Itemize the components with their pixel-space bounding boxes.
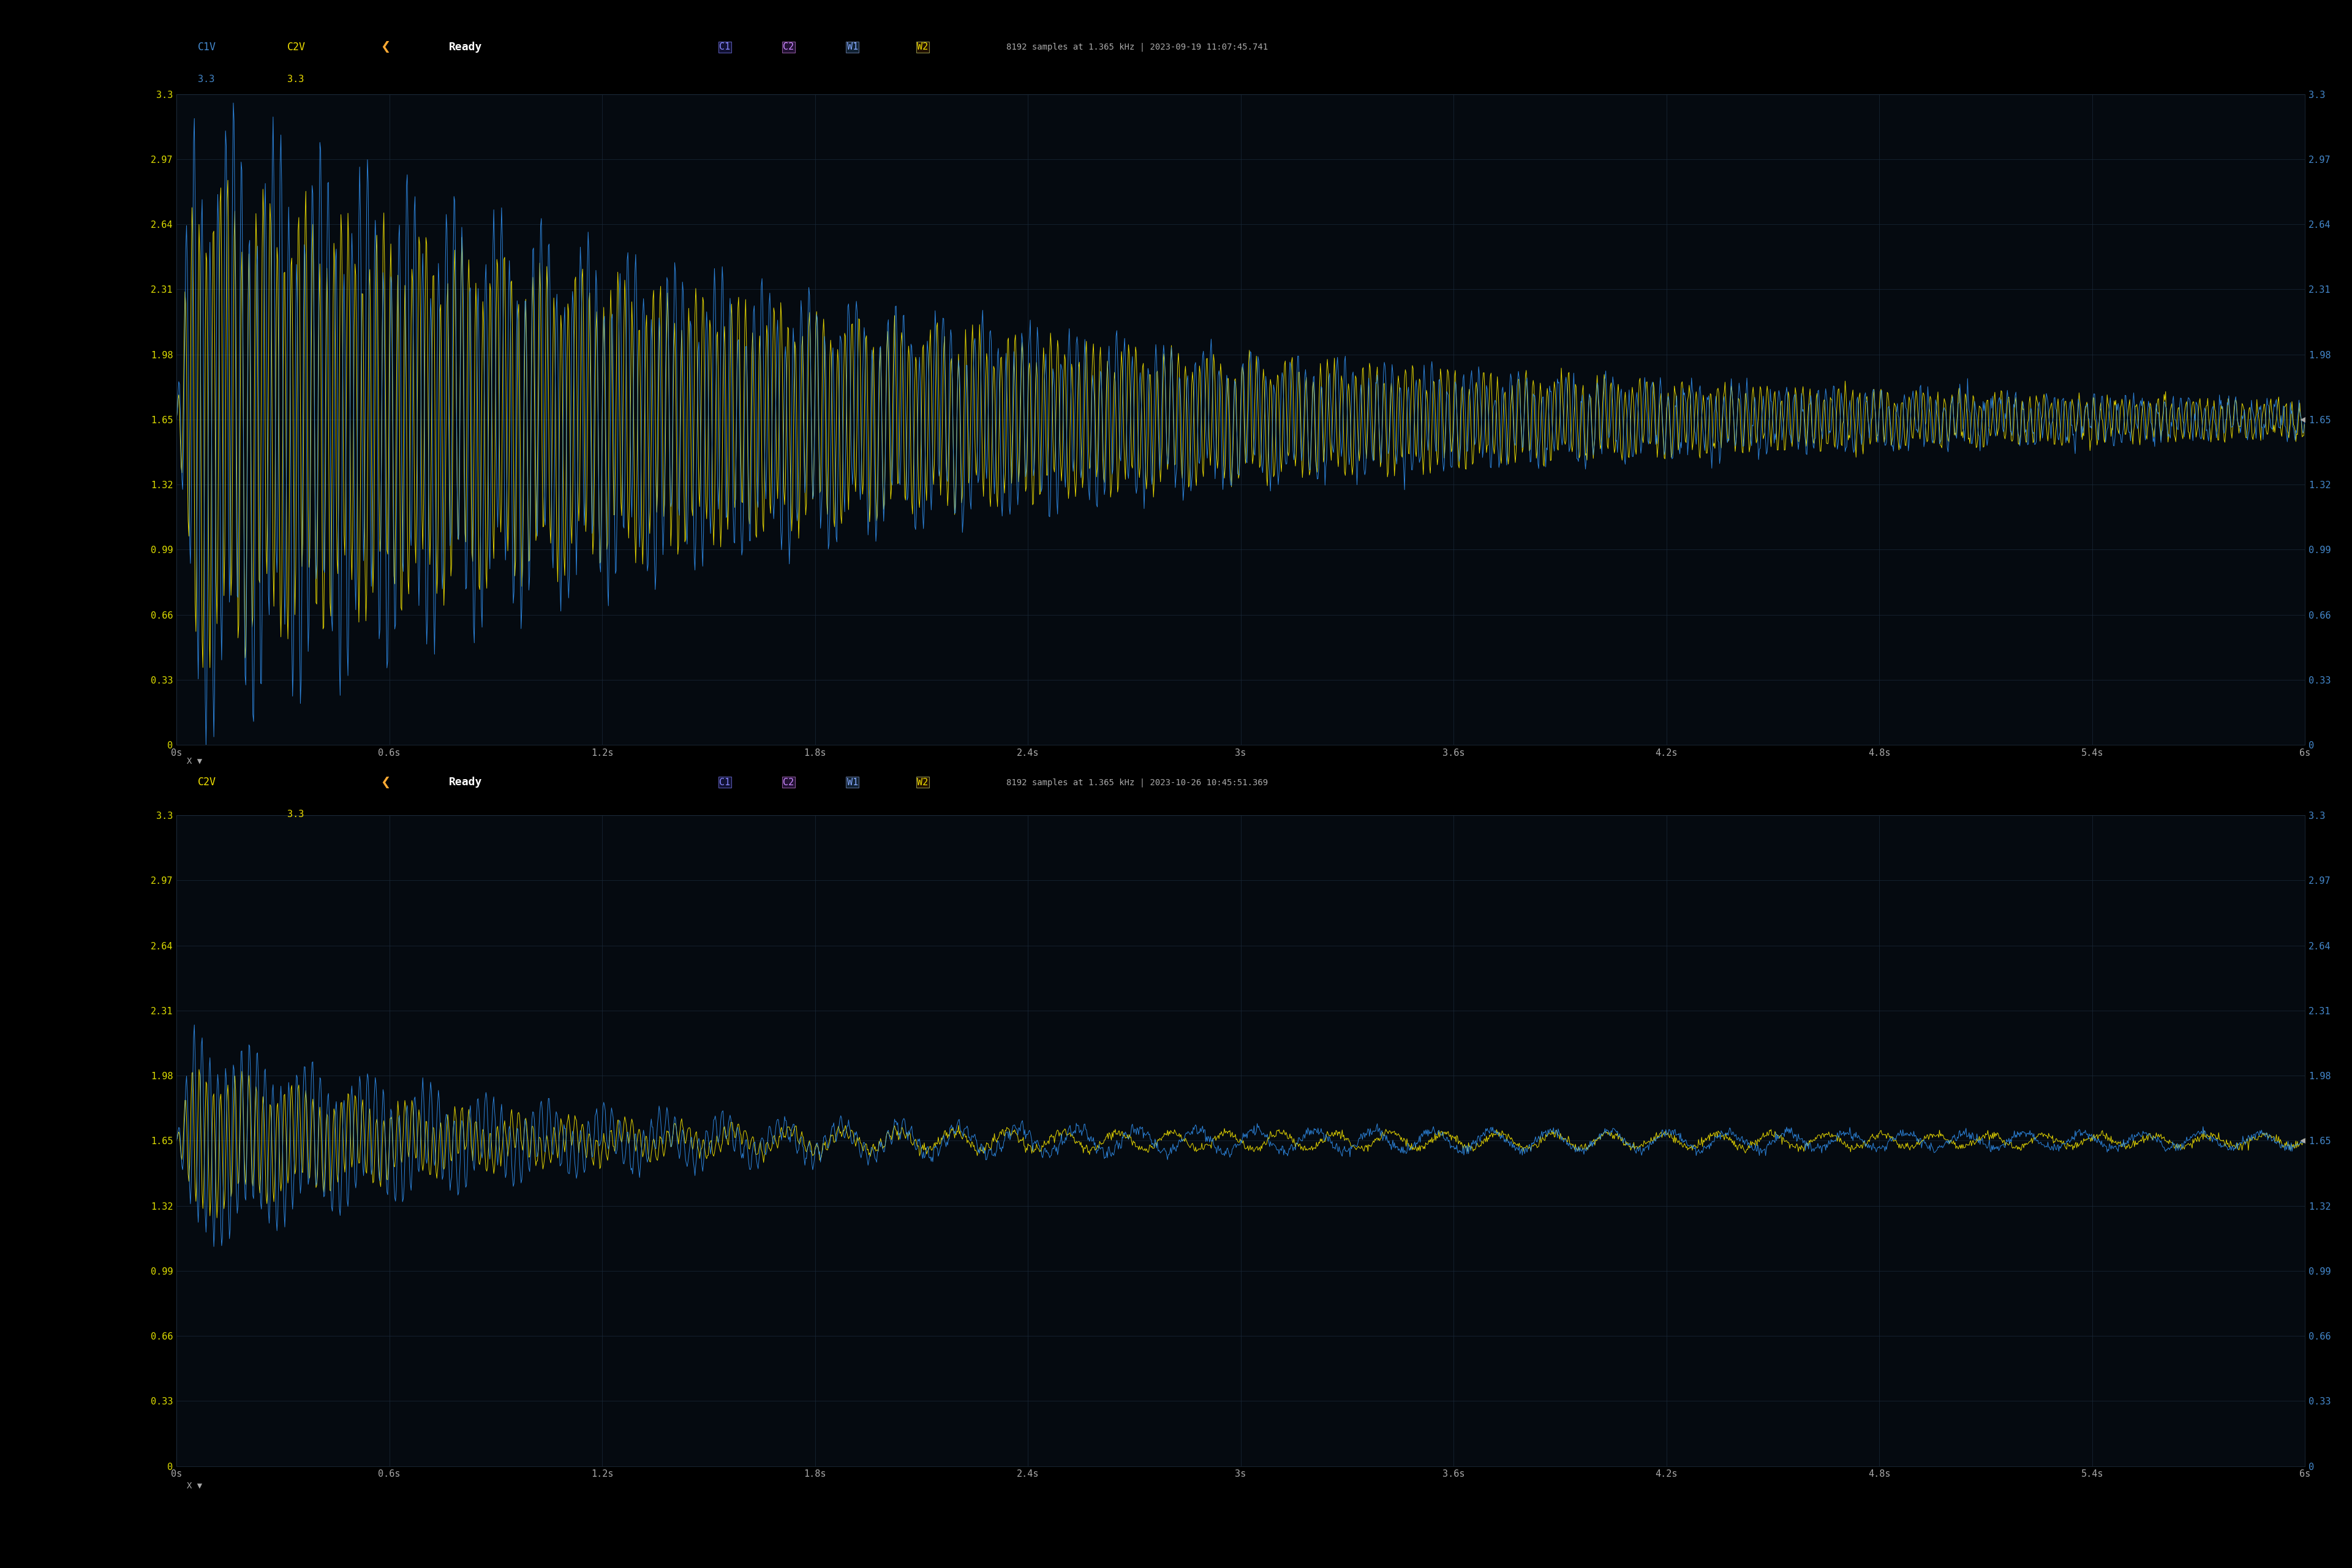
Text: Ready: Ready bbox=[449, 41, 482, 53]
Text: W2: W2 bbox=[917, 778, 929, 787]
Text: 3.3: 3.3 bbox=[287, 75, 303, 83]
Text: X ▼: X ▼ bbox=[188, 1482, 202, 1490]
Text: 8192 samples at 1.365 kHz | 2023-09-19 11:07:45.741: 8192 samples at 1.365 kHz | 2023-09-19 1… bbox=[1007, 42, 1268, 52]
Text: W2: W2 bbox=[917, 42, 929, 52]
Text: ❮: ❮ bbox=[381, 776, 390, 789]
Text: W1: W1 bbox=[847, 42, 858, 52]
Text: 8192 samples at 1.365 kHz | 2023-10-26 10:45:51.369: 8192 samples at 1.365 kHz | 2023-10-26 1… bbox=[1007, 778, 1268, 787]
Text: C1: C1 bbox=[720, 778, 731, 787]
Text: C1: C1 bbox=[720, 42, 731, 52]
Text: X ▼: X ▼ bbox=[188, 757, 202, 765]
Text: Ready: Ready bbox=[449, 776, 482, 789]
Text: C2V: C2V bbox=[287, 41, 306, 53]
Text: ❮: ❮ bbox=[381, 41, 390, 53]
Text: C1V: C1V bbox=[198, 41, 216, 53]
Text: 3.3: 3.3 bbox=[287, 811, 303, 818]
Text: 3.3: 3.3 bbox=[198, 75, 214, 83]
Text: C2V: C2V bbox=[198, 776, 216, 789]
Text: W1: W1 bbox=[847, 778, 858, 787]
Text: C2: C2 bbox=[783, 42, 795, 52]
Text: C2: C2 bbox=[783, 778, 795, 787]
